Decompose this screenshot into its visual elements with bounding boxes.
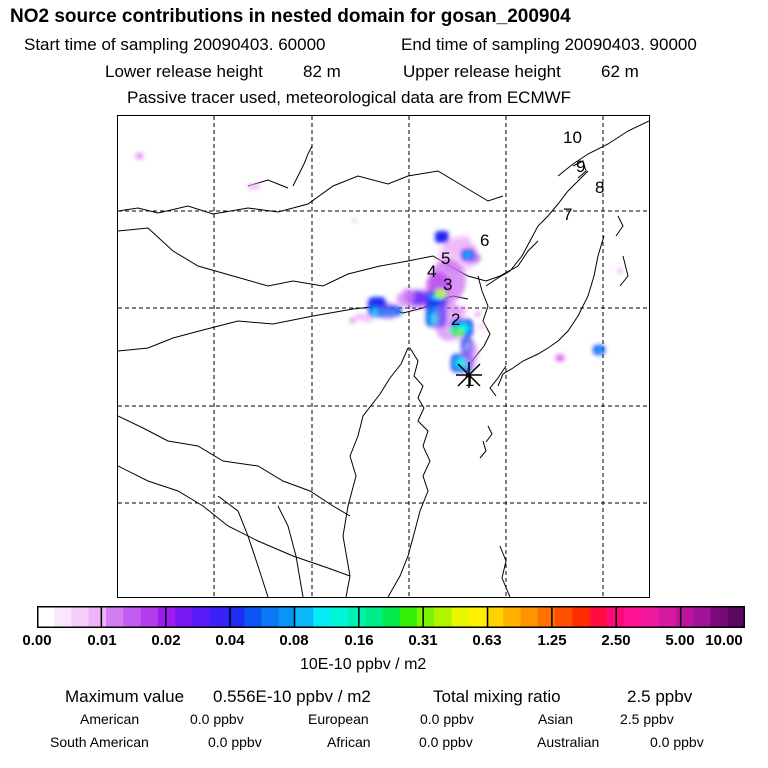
upper-height-value: 62 m (601, 62, 639, 81)
colorbar-swatch (330, 606, 349, 628)
concentration-field (136, 153, 622, 372)
region-name: American (80, 711, 140, 727)
trajectory-label: 9 (576, 157, 585, 176)
colorbar-swatch (140, 606, 159, 628)
colorbar-swatch (37, 606, 55, 628)
trajectory-label: 5 (441, 249, 450, 268)
colorbar-swatch (365, 606, 383, 628)
colorbar-swatch (641, 606, 660, 628)
receptor-marker (456, 362, 482, 388)
lower-height-label: Lower release height (105, 62, 263, 81)
region-name: South American (50, 734, 149, 750)
colorbar-border (37, 606, 745, 628)
total-value: 2.5 ppbv (627, 687, 693, 706)
region-value: 0.0 ppbv (650, 734, 704, 750)
trajectory-label: 10 (563, 128, 582, 147)
colorbar-swatch (399, 606, 418, 628)
colorbar-swatch (347, 606, 366, 628)
colorbar-swatch (88, 606, 107, 628)
colorbar-tick: 0.02 (151, 632, 181, 649)
region-value: 0.0 ppbv (190, 711, 244, 727)
colorbar-tick: 0.63 (472, 632, 502, 649)
colorbar-swatch (710, 606, 729, 628)
trajectory-label: 2 (451, 310, 460, 329)
colorbar-swatch (416, 606, 435, 628)
colorbar-swatch (727, 606, 745, 628)
trajectory-label: 4 (427, 262, 436, 281)
colorbar-swatch (382, 606, 401, 628)
colorbar-swatch (675, 606, 694, 628)
total-label: Total mixing ratio (433, 687, 561, 706)
map-panel: 1 2 3 4 5 6 7 8 9 10 (117, 115, 650, 598)
tracer-note: Passive tracer used, meteorological data… (127, 88, 572, 107)
end-time-label: End time of sampling 20090403. 90000 (401, 35, 697, 54)
page-title: NO2 source contributions in nested domai… (10, 6, 571, 27)
colorbar-swatch (123, 606, 142, 628)
colorbar-swatch (278, 606, 297, 628)
colorbar-tick: 2.50 (601, 632, 631, 649)
colorbar-tick: 0.04 (215, 632, 245, 649)
colorbar-swatch (54, 606, 73, 628)
colorbar-swatch (537, 606, 556, 628)
colorbar-swatch (589, 606, 608, 628)
lower-height-value: 82 m (303, 62, 341, 81)
start-time-label: Start time of sampling 20090403. 60000 (24, 35, 326, 54)
colorbar-swatch (624, 606, 642, 628)
colorbar-swatch (451, 606, 470, 628)
trajectory-label: 8 (595, 178, 604, 197)
colorbar-swatch (572, 606, 591, 628)
trajectory-label: 7 (563, 205, 572, 224)
colorbar-swatch (296, 606, 314, 628)
maximum-label: Maximum value (65, 687, 185, 706)
colorbar-tick: 0.31 (408, 632, 438, 649)
upper-height-label: Upper release height (403, 62, 561, 81)
colorbar-swatch (226, 606, 245, 628)
colorbar-swatch (71, 606, 90, 628)
colorbar-swatch (157, 606, 176, 628)
colorbar-swatch (106, 606, 124, 628)
region-name: Asian (538, 711, 574, 727)
region-value: 2.5 ppbv (620, 711, 674, 727)
colorbar-unit: 10E-10 ppbv / m2 (300, 656, 427, 673)
colorbar-swatch (175, 606, 193, 628)
colorbar-swatch (503, 606, 522, 628)
graticule (118, 116, 649, 597)
colorbar-swatch (520, 606, 539, 628)
colorbar-swatch (313, 606, 332, 628)
colorbar-tick: 0.16 (344, 632, 374, 649)
region-value: 0.0 ppbv (419, 734, 473, 750)
colorbar-swatch (485, 606, 504, 628)
region-value: 0.0 ppbv (208, 734, 262, 750)
map-svg: 1 2 3 4 5 6 7 8 9 10 (118, 116, 649, 597)
colorbar-swatch (693, 606, 711, 628)
region-value: 0.0 ppbv (420, 711, 474, 727)
colorbar-swatch (434, 606, 452, 628)
trajectory-label: 1 (465, 371, 474, 390)
region-name: European (308, 711, 369, 727)
trajectory-label: 3 (443, 275, 452, 294)
colorbar-swatch (658, 606, 677, 628)
colorbar-swatch (555, 606, 573, 628)
colorbar-tick: 10.00 (705, 632, 743, 649)
coastlines (118, 120, 649, 597)
colorbar-tick: 5.00 (665, 632, 695, 649)
colorbar-tick: 0.01 (87, 632, 117, 649)
colorbar-tick: 0.00 (22, 632, 52, 649)
colorbar-swatch (192, 606, 211, 628)
colorbar-swatch (244, 606, 262, 628)
trajectory-label: 6 (480, 231, 489, 250)
trajectory-labels: 1 2 3 4 5 6 7 8 9 10 (427, 128, 604, 390)
colorbar-swatch (261, 606, 280, 628)
colorbar-tick: 1.25 (537, 632, 567, 649)
colorbar-tick: 0.08 (279, 632, 309, 649)
region-name: African (327, 734, 371, 750)
maximum-value: 0.556E-10 ppbv / m2 (213, 687, 371, 706)
colorbar-swatch (209, 606, 228, 628)
region-name: Australian (537, 734, 600, 750)
colorbar (37, 606, 745, 628)
colorbar-swatch (468, 606, 487, 628)
